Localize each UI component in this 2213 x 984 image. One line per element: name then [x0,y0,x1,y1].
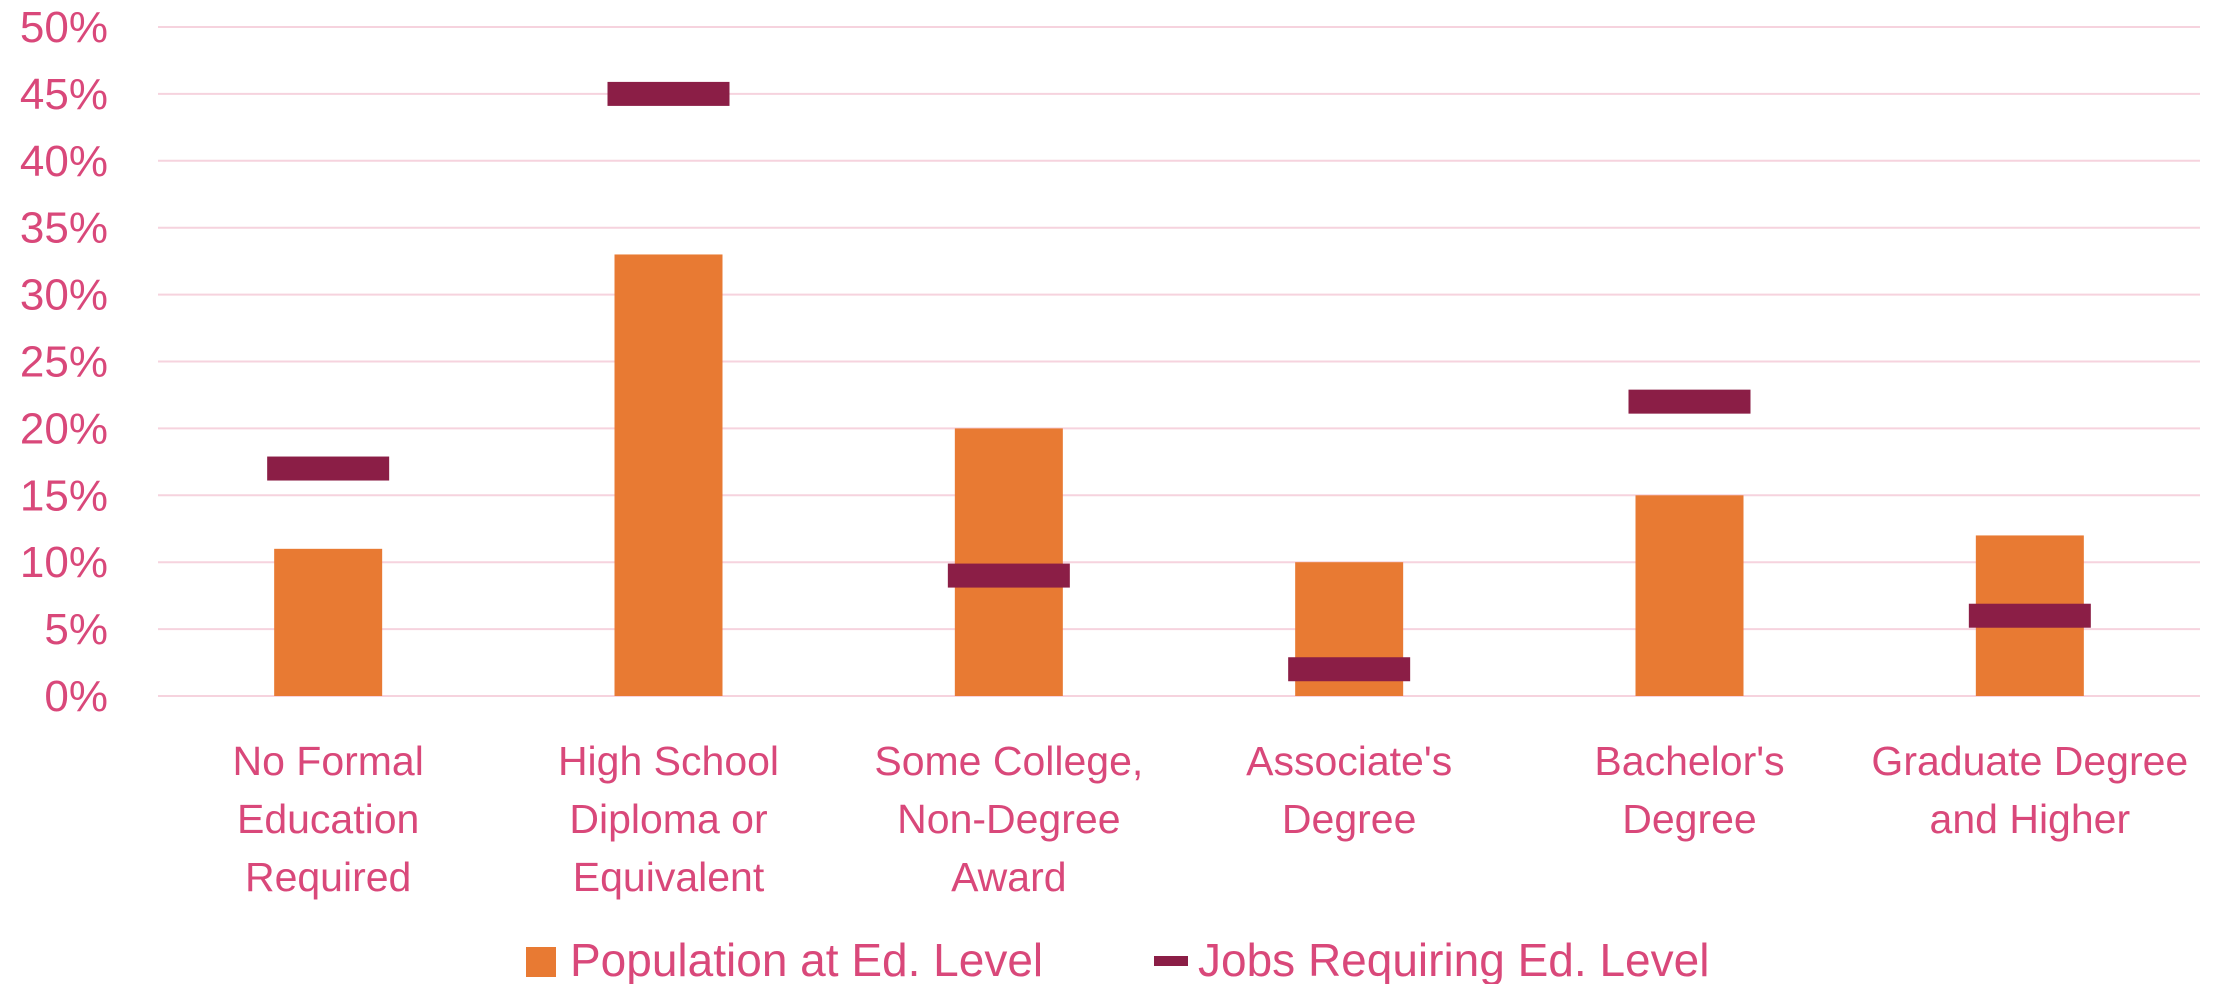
y-tick-label: 40% [20,137,108,186]
legend: Population at Ed. Level Jobs Requiring E… [526,934,1709,984]
marker [267,456,390,481]
x-tick-label: Required [245,854,411,900]
bar [1635,495,1744,696]
y-axis: 0% 5% 10% 15% 20% 25% 30% 35% 40% 45% 50% [20,3,108,721]
bar [954,428,1063,696]
y-tick-label: 15% [20,471,108,520]
legend-swatch-jobs [1154,956,1188,966]
x-tick-label: Some College, [874,738,1143,784]
y-tick-label: 0% [44,672,108,721]
y-tick-label: 25% [20,338,108,387]
marker [1628,389,1751,414]
y-tick-label: 35% [20,204,108,253]
x-tick-label: Non-Degree [897,796,1120,842]
x-axis-labels: No Formal Education Required High School Dip… [232,738,2188,900]
x-tick-label: Award [951,854,1066,900]
y-tick-label: 20% [20,404,108,453]
marker [947,563,1070,588]
x-tick-label: Degree [1282,796,1416,842]
marker [607,81,730,106]
y-tick-label: 10% [20,538,108,587]
legend-label-population: Population at Ed. Level [570,934,1043,984]
legend-swatch-population [526,947,556,977]
x-tick-label: High School [558,738,779,784]
bar [274,548,383,696]
y-tick-label: 5% [44,605,108,654]
x-tick-label: Bachelor's [1594,738,1784,784]
gridlines [158,26,2200,697]
x-tick-label: Diploma or [569,796,767,842]
x-tick-label: Associate's [1246,738,1452,784]
x-tick-label: Graduate Degree [1871,738,2188,784]
bar [614,254,723,696]
y-tick-label: 30% [20,271,108,320]
marker [1288,657,1411,682]
legend-label-jobs: Jobs Requiring Ed. Level [1198,934,1709,984]
x-tick-label: Education [237,796,419,842]
marker [1968,603,2091,628]
x-tick-label: Equivalent [573,854,765,900]
y-tick-label: 50% [20,3,108,52]
markers-series [267,81,2091,682]
x-tick-label: and Higher [1930,796,2131,842]
y-tick-label: 45% [20,70,108,119]
x-tick-label: Degree [1622,796,1756,842]
x-tick-label: No Formal [232,738,423,784]
